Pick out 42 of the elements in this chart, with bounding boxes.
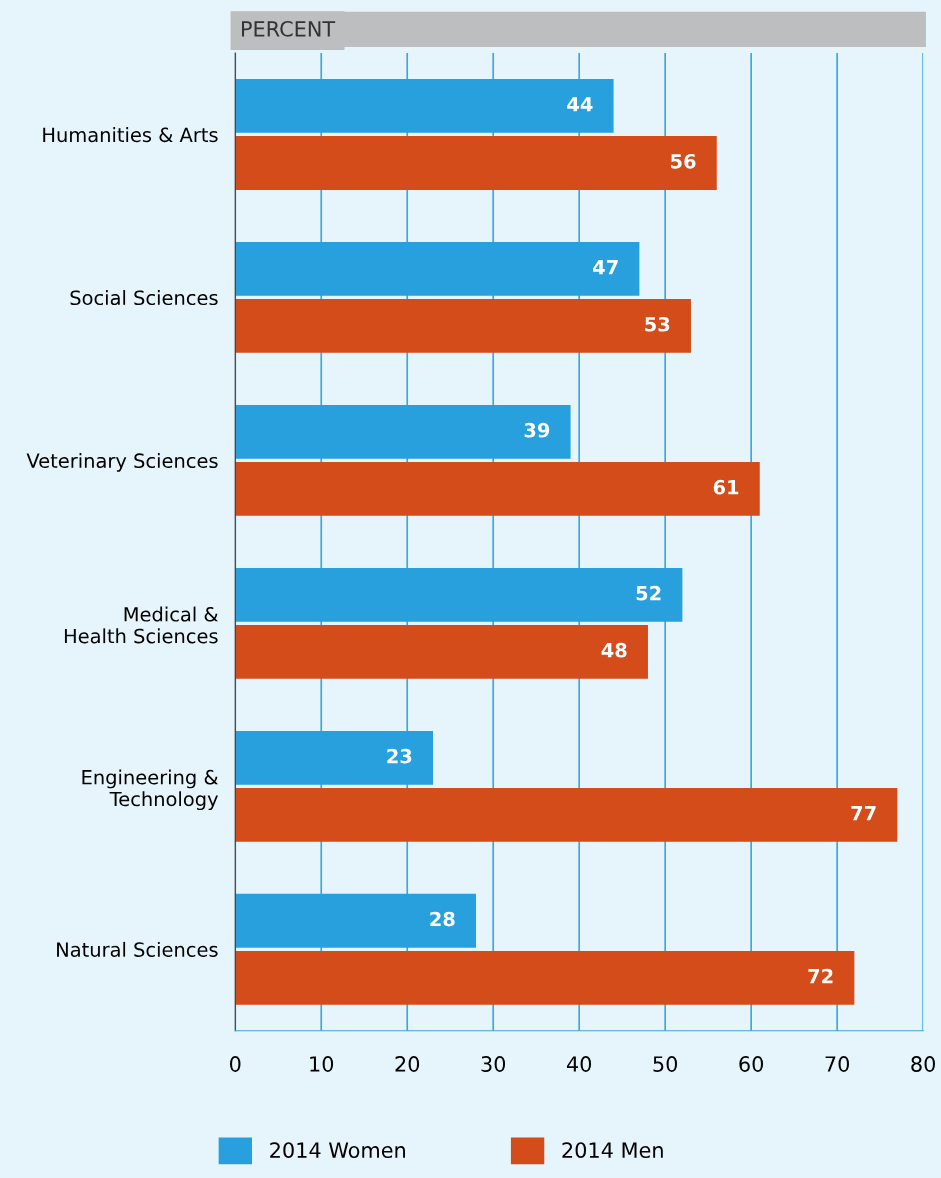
bar — [235, 79, 614, 133]
data-label: 53 — [645, 316, 670, 332]
x-tick-label: 10 — [310, 1056, 334, 1072]
bar — [235, 893, 476, 948]
data-label: 61 — [713, 479, 739, 495]
y-tick-label: Engineering & Technology — [82, 769, 218, 811]
data-label: 44 — [567, 97, 593, 112]
bar — [235, 950, 855, 1005]
bar — [235, 299, 691, 353]
chart-title: PERCENT — [242, 20, 336, 37]
data-label: 23 — [387, 748, 412, 764]
x-tick-label: 80 — [911, 1056, 935, 1072]
x-tick-label: 40 — [566, 1056, 592, 1072]
y-tick-label: Humanities & Arts — [43, 127, 218, 143]
legend-label: 2014 Women — [270, 1142, 405, 1158]
data-label: 39 — [524, 422, 550, 438]
data-label: 52 — [636, 585, 661, 601]
bar — [235, 567, 683, 622]
x-tick-label: 50 — [653, 1056, 678, 1072]
bar — [235, 242, 640, 296]
x-tick-label: 60 — [739, 1056, 764, 1072]
data-label: 47 — [593, 260, 618, 275]
y-tick-label: Natural Sciences — [57, 941, 218, 957]
data-label: 28 — [430, 911, 455, 927]
bar — [235, 787, 898, 842]
bar — [235, 405, 571, 459]
legend-label: 2014 Men — [562, 1142, 663, 1158]
x-tick-label: 0 — [230, 1056, 241, 1072]
y-tick-label: Social Sciences — [70, 290, 218, 306]
bar — [235, 136, 717, 190]
bar — [235, 730, 434, 785]
data-label: 72 — [808, 968, 833, 984]
data-label: 56 — [671, 153, 696, 169]
y-tick-label: Veterinary Sciences — [26, 453, 218, 472]
data-label: 48 — [601, 642, 627, 658]
bar — [235, 624, 648, 679]
x-tick-label: 30 — [481, 1056, 506, 1072]
data-label: 77 — [851, 806, 876, 821]
y-tick-label: Medical & Health Sciences — [64, 606, 218, 644]
bar — [235, 462, 760, 516]
x-tick-label: 70 — [825, 1056, 850, 1072]
x-tick-label: 20 — [395, 1056, 420, 1072]
